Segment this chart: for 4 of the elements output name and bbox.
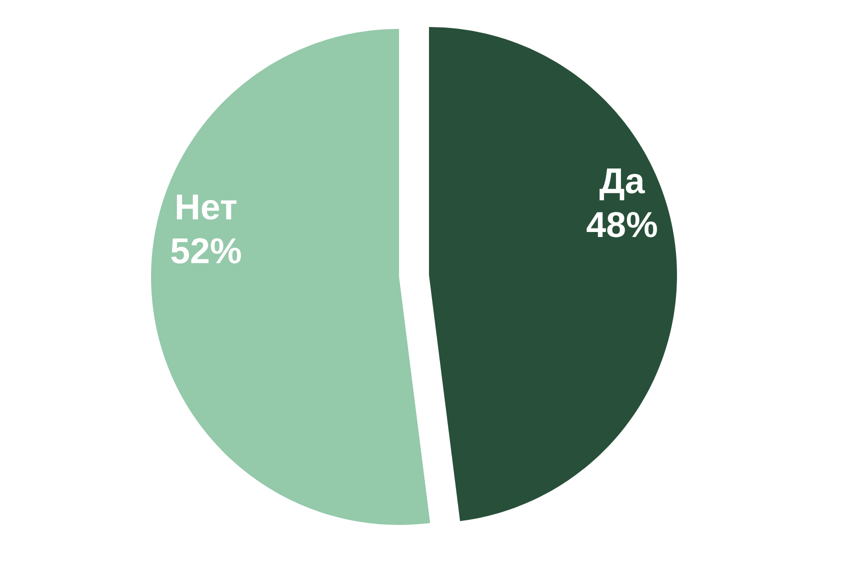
data-label: 52% [171, 238, 241, 264]
slice-label: Нет [176, 194, 236, 220]
data-label: 48% [586, 212, 657, 238]
slice-label: Да [600, 168, 645, 200]
